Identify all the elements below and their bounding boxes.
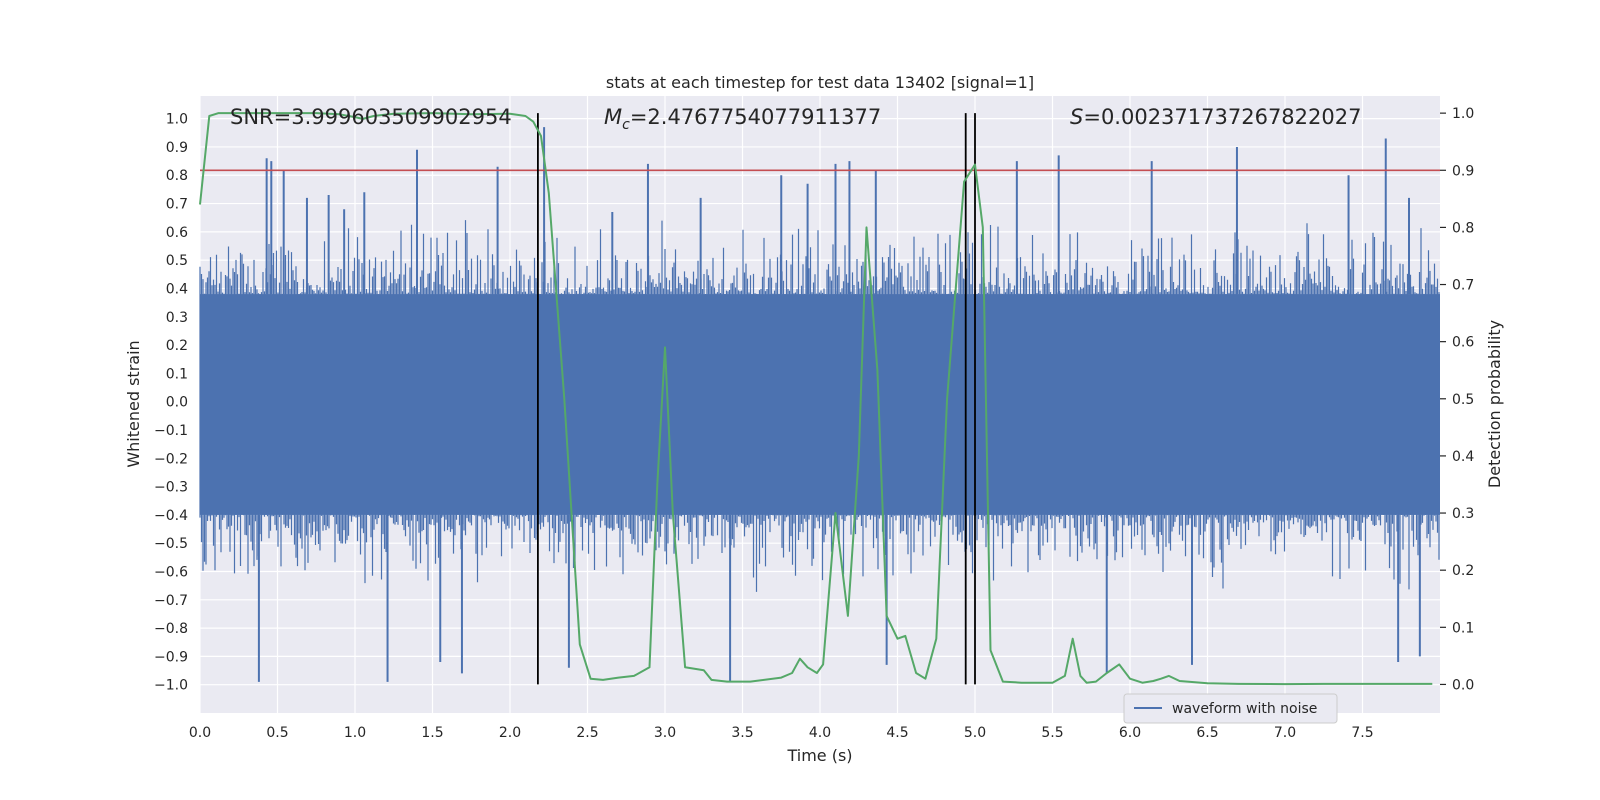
- waveform-noise: [199, 220, 1440, 592]
- waveform-series: [199, 127, 1440, 682]
- right-y-tick-label-2: 0.2: [1452, 563, 1474, 579]
- left-y-tick-label-7: −0.3: [154, 480, 188, 496]
- right-y-tick-label-7: 0.7: [1452, 278, 1474, 294]
- x-tick-label-1: 0.5: [266, 725, 288, 741]
- x-tick-label-4: 2.0: [499, 725, 521, 741]
- right-y-tick-label-3: 0.3: [1452, 506, 1474, 522]
- right-y-tick-label-9: 0.9: [1452, 163, 1474, 179]
- snr-annotation: SNR=3.999603509902954: [230, 105, 512, 129]
- chirp-mass-symbol: M: [604, 105, 622, 129]
- probability-line: [199, 112, 1433, 686]
- right-y-tick-label-6: 0.6: [1452, 335, 1474, 351]
- left-y-tick-label-16: 0.6: [166, 225, 188, 241]
- left-y-axis-label: Whitened strain: [124, 340, 143, 467]
- right-y-tick-label-1: 0.1: [1452, 620, 1474, 636]
- left-y-tick-label-0: −1.0: [154, 678, 188, 694]
- x-axis-label: Time (s): [786, 746, 852, 765]
- left-y-axis-ticks: −1.0 −0.9 −0.8 −0.7 −0.6 −0.5 −0.4 −0.3 −0.2 −0.1…: [154, 112, 188, 694]
- x-tick-label-7: 3.5: [731, 725, 753, 741]
- right-y-axis-ticks: 0.0 0.1 0.2 0.3 0.4 0.5 0.6 0.7 0.8 0.9 1.0: [1440, 106, 1474, 693]
- left-y-tick-label-3: −0.7: [154, 593, 188, 609]
- left-y-tick-label-14: 0.4: [166, 281, 188, 297]
- x-tick-label-11: 5.5: [1041, 725, 1063, 741]
- left-y-tick-label-6: −0.4: [154, 508, 188, 524]
- left-y-tick-label-10: 0.0: [166, 395, 188, 411]
- x-tick-label-15: 7.5: [1351, 725, 1373, 741]
- x-tick-label-3: 1.5: [421, 725, 443, 741]
- x-tick-label-14: 7.0: [1274, 725, 1296, 741]
- left-y-tick-label-9: −0.1: [154, 423, 188, 439]
- x-tick-label-13: 6.5: [1196, 725, 1218, 741]
- probability-series: [199, 112, 1433, 686]
- x-tick-label-9: 4.5: [886, 725, 908, 741]
- x-tick-label-0: 0.0: [189, 725, 211, 741]
- left-y-tick-label-12: 0.2: [166, 338, 188, 354]
- right-y-tick-label-4: 0.4: [1452, 449, 1474, 465]
- left-y-tick-label-17: 0.7: [166, 197, 188, 213]
- right-y-tick-label-10: 1.0: [1452, 106, 1474, 122]
- x-tick-label-10: 5.0: [964, 725, 986, 741]
- left-y-tick-label-5: −0.5: [154, 536, 188, 552]
- legend-box: [1123, 693, 1338, 724]
- left-y-tick-label-15: 0.5: [166, 253, 188, 269]
- x-tick-label-5: 2.5: [576, 725, 598, 741]
- x-axis-ticks: 0.0 0.5 1.0 1.5 2.0 2.5 3.0 3.5 4.0 4.5 5.0 5.5 6.0 6…: [189, 725, 1374, 741]
- left-y-tick-label-19: 0.9: [166, 140, 188, 156]
- legend-label: waveform with noise: [1172, 701, 1317, 717]
- left-y-tick-label-13: 0.3: [166, 310, 188, 326]
- s-symbol: S: [1070, 105, 1083, 129]
- left-y-tick-label-1: −0.9: [154, 649, 188, 665]
- chirp-mass-subscript: c: [622, 117, 630, 133]
- right-y-axis-label: Detection probability: [1485, 320, 1504, 488]
- chart-title: stats at each timestep for test data 134…: [606, 73, 1034, 92]
- right-y-tick-label-0: 0.0: [1452, 677, 1474, 693]
- left-y-tick-label-18: 0.8: [166, 168, 188, 184]
- x-tick-label-2: 1.0: [344, 725, 366, 741]
- right-y-tick-label-5: 0.5: [1452, 392, 1474, 408]
- x-tick-label-12: 6.0: [1119, 725, 1141, 741]
- chirp-mass-annotation: Mc=2.4767754077911377: [604, 105, 881, 133]
- left-y-tick-label-4: −0.6: [154, 564, 188, 580]
- x-tick-label-8: 4.0: [809, 725, 831, 741]
- left-y-tick-label-8: −0.2: [154, 451, 188, 467]
- legend: waveform with noise: [1123, 693, 1338, 724]
- left-y-tick-label-11: 0.1: [166, 366, 188, 382]
- s-value: =0.002371737267822027: [1083, 105, 1361, 129]
- chirp-mass-value: =2.4767754077911377: [630, 105, 881, 129]
- left-y-tick-label-20: 1.0: [166, 112, 188, 128]
- left-y-tick-label-2: −0.8: [154, 621, 188, 637]
- x-tick-label-6: 3.0: [654, 725, 676, 741]
- event-markers: [537, 113, 976, 685]
- s-annotation: S=0.002371737267822027: [1070, 105, 1361, 129]
- right-y-tick-label-8: 0.8: [1452, 220, 1474, 236]
